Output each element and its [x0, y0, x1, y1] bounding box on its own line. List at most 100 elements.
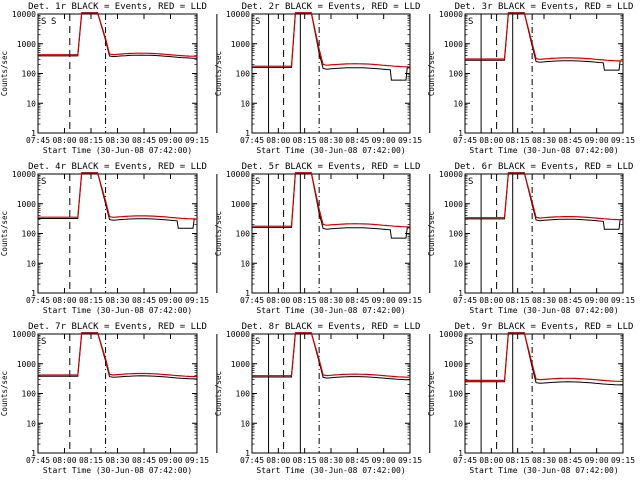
- chart-title: Det. 4r BLACK = Events, RED = LLD: [28, 162, 207, 172]
- series-events-line: [38, 172, 197, 229]
- x-tick-label: 09:00: [158, 456, 182, 465]
- y-tick-label: 10: [26, 259, 36, 268]
- y-tick-label: 10: [453, 419, 463, 428]
- series-events-line: [252, 12, 410, 81]
- x-tick-label: 09:15: [185, 456, 209, 465]
- y-tick-label: 10000: [12, 170, 36, 179]
- y-tick-label: 1000: [444, 360, 463, 369]
- chart-title: Det. 9r BLACK = Events, RED = LLD: [455, 322, 634, 332]
- x-tick-label: 09:00: [585, 136, 609, 145]
- x-axis-label: Start Time (30-Jun-08 07:42:00): [256, 306, 405, 315]
- x-tick-label: 08:45: [345, 456, 369, 465]
- y-tick-label: 1000: [17, 200, 36, 209]
- x-tick-label: 08:00: [52, 136, 76, 145]
- x-axis-label: Start Time (30-Jun-08 07:42:00): [256, 146, 405, 155]
- y-axis-label: Counts/sec: [0, 211, 9, 256]
- corner-mark: S: [468, 17, 473, 27]
- y-axis-label: Counts/sec: [427, 371, 436, 416]
- x-tick-label: 08:00: [479, 456, 503, 465]
- plot-frame: [464, 13, 624, 134]
- y-tick-label: 1000: [231, 40, 250, 49]
- x-tick-label: 08:15: [506, 296, 530, 305]
- corner-mark: S: [255, 177, 260, 187]
- x-tick-label: 08:45: [558, 296, 582, 305]
- y-tick-label: 10: [240, 259, 250, 268]
- x-tick-label: 09:00: [372, 136, 396, 145]
- x-axis-label: Start Time (30-Jun-08 07:42:00): [469, 146, 618, 155]
- y-tick-label: 1000: [444, 200, 463, 209]
- y-tick-label: 1: [458, 289, 463, 298]
- x-tick-label: 07:45: [26, 136, 50, 145]
- chart-title: Det. 2r BLACK = Events, RED = LLD: [242, 2, 421, 12]
- series-lld-line: [465, 172, 623, 221]
- y-tick-label: 100: [236, 230, 251, 239]
- y-tick-label: 1: [31, 449, 36, 458]
- y-tick-label: 10000: [226, 10, 250, 19]
- x-axis-label: Start Time (30-Jun-08 07:42:00): [43, 146, 192, 155]
- y-tick-label: 100: [449, 390, 464, 399]
- x-tick-label: 08:45: [345, 296, 369, 305]
- x-tick-label: 09:15: [185, 136, 209, 145]
- x-tick-label: 09:15: [185, 296, 209, 305]
- x-tick-label: 09:15: [611, 456, 635, 465]
- x-axis-label: Start Time (30-Jun-08 07:42:00): [469, 306, 618, 315]
- x-tick-label: 07:45: [453, 136, 477, 145]
- x-tick-label: 08:15: [79, 456, 103, 465]
- y-tick-label: 100: [22, 390, 37, 399]
- chart-panel-8: Det. 8r BLACK = Events, RED = LLD 1 10 100 1…: [214, 322, 514, 475]
- x-tick-label: 08:30: [319, 456, 343, 465]
- x-tick-label: 08:45: [558, 456, 582, 465]
- corner-mark: S: [41, 17, 46, 27]
- x-tick-label: 08:00: [52, 456, 76, 465]
- y-axis-label: Counts/sec: [0, 371, 9, 416]
- x-tick-label: 08:15: [79, 136, 103, 145]
- chart-title: Det. 8r BLACK = Events, RED = LLD: [242, 322, 421, 332]
- y-axis-label: Counts/sec: [427, 211, 436, 256]
- corner-mark: S: [255, 337, 260, 347]
- x-tick-label: 09:00: [158, 136, 182, 145]
- x-tick-label: 09:00: [585, 296, 609, 305]
- y-axis-label: Counts/sec: [214, 211, 223, 256]
- x-tick-label: 08:30: [532, 456, 556, 465]
- corner-mark: S: [41, 177, 46, 187]
- y-tick-label: 10000: [12, 330, 36, 339]
- y-tick-label: 10000: [439, 170, 463, 179]
- y-axis-label: Counts/sec: [214, 371, 223, 416]
- y-tick-label: 100: [236, 390, 251, 399]
- x-tick-label: 07:45: [26, 296, 50, 305]
- chart-panel-9: Det. 9r BLACK = Events, RED = LLD 1 10 100 1…: [427, 322, 635, 475]
- y-tick-label: 100: [236, 70, 251, 79]
- series-lld-line: [252, 332, 410, 378]
- series-events-line: [38, 332, 198, 380]
- x-tick-label: 08:00: [479, 136, 503, 145]
- y-tick-label: 10000: [439, 10, 463, 19]
- chart-title: Det. 3r BLACK = Events, RED = LLD: [455, 2, 634, 12]
- chart-panel-4: Det. 4r BLACK = Events, RED = LLD 1 10 100 1…: [0, 162, 301, 315]
- plot-frame: [37, 13, 198, 134]
- series-events-line: [465, 12, 623, 71]
- x-tick-label: 08:45: [132, 456, 156, 465]
- series-lld-line: [38, 172, 198, 220]
- x-axis-label: Start Time (30-Jun-08 07:42:00): [43, 306, 192, 315]
- chart-panel-5: Det. 5r BLACK = Events, RED = LLD 1 10 100 1…: [214, 162, 514, 315]
- y-tick-label: 1: [31, 129, 36, 138]
- y-tick-label: 1000: [17, 360, 36, 369]
- y-tick-label: 1000: [231, 360, 250, 369]
- x-tick-label: 09:00: [585, 456, 609, 465]
- corner-mark: S: [468, 177, 473, 187]
- y-axis-label: Counts/sec: [214, 51, 223, 96]
- series-lld-line: [465, 332, 624, 382]
- x-axis-label: Start Time (30-Jun-08 07:42:00): [469, 466, 618, 475]
- series-events-line: [38, 12, 197, 59]
- series-events-line: [465, 332, 624, 386]
- x-tick-label: 09:15: [398, 456, 422, 465]
- x-tick-label: 08:00: [52, 296, 76, 305]
- x-tick-label: 08:15: [506, 456, 530, 465]
- x-axis-label: Start Time (30-Jun-08 07:42:00): [256, 466, 405, 475]
- y-tick-label: 10: [26, 99, 36, 108]
- series-lld-line: [38, 12, 198, 57]
- chart-title: Det. 7r BLACK = Events, RED = LLD: [28, 322, 207, 332]
- corner-mark: S: [41, 337, 46, 347]
- x-tick-label: 08:15: [293, 296, 317, 305]
